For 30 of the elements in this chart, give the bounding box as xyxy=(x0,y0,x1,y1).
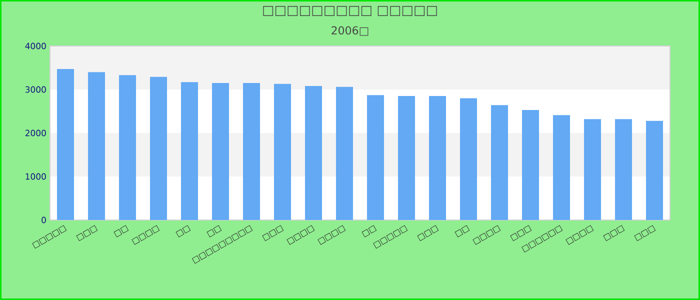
y-tick-label: 0 xyxy=(42,216,46,224)
bar xyxy=(305,86,322,220)
bar xyxy=(367,95,384,220)
bar xyxy=(460,98,478,220)
chart-title: □□□□□□□□□ □□□□□ xyxy=(263,6,437,16)
bar xyxy=(243,82,260,220)
bar xyxy=(119,75,136,220)
bar xyxy=(584,119,602,220)
bar xyxy=(336,86,354,220)
bar xyxy=(150,76,168,220)
y-tick-label: 4000 xyxy=(25,42,46,50)
bar xyxy=(274,84,292,220)
bar xyxy=(615,119,632,220)
bar xyxy=(522,110,540,220)
bar xyxy=(491,105,508,220)
bar xyxy=(212,82,230,220)
bar xyxy=(57,69,74,220)
x-tick-label: □□ xyxy=(114,225,129,238)
bar xyxy=(398,96,416,220)
bar xyxy=(429,96,446,220)
bar xyxy=(88,72,106,220)
y-tick-label: 3000 xyxy=(25,86,46,93)
x-tick-label: □□ xyxy=(176,225,191,238)
y-tick-label: 1000 xyxy=(26,173,46,180)
bar xyxy=(646,120,664,220)
bar xyxy=(181,82,198,220)
y-tick-label: 2000 xyxy=(25,130,46,136)
bar xyxy=(553,115,570,220)
x-tick-label: □□ xyxy=(454,225,470,238)
chart-subtitle: 2006□ xyxy=(332,26,368,36)
